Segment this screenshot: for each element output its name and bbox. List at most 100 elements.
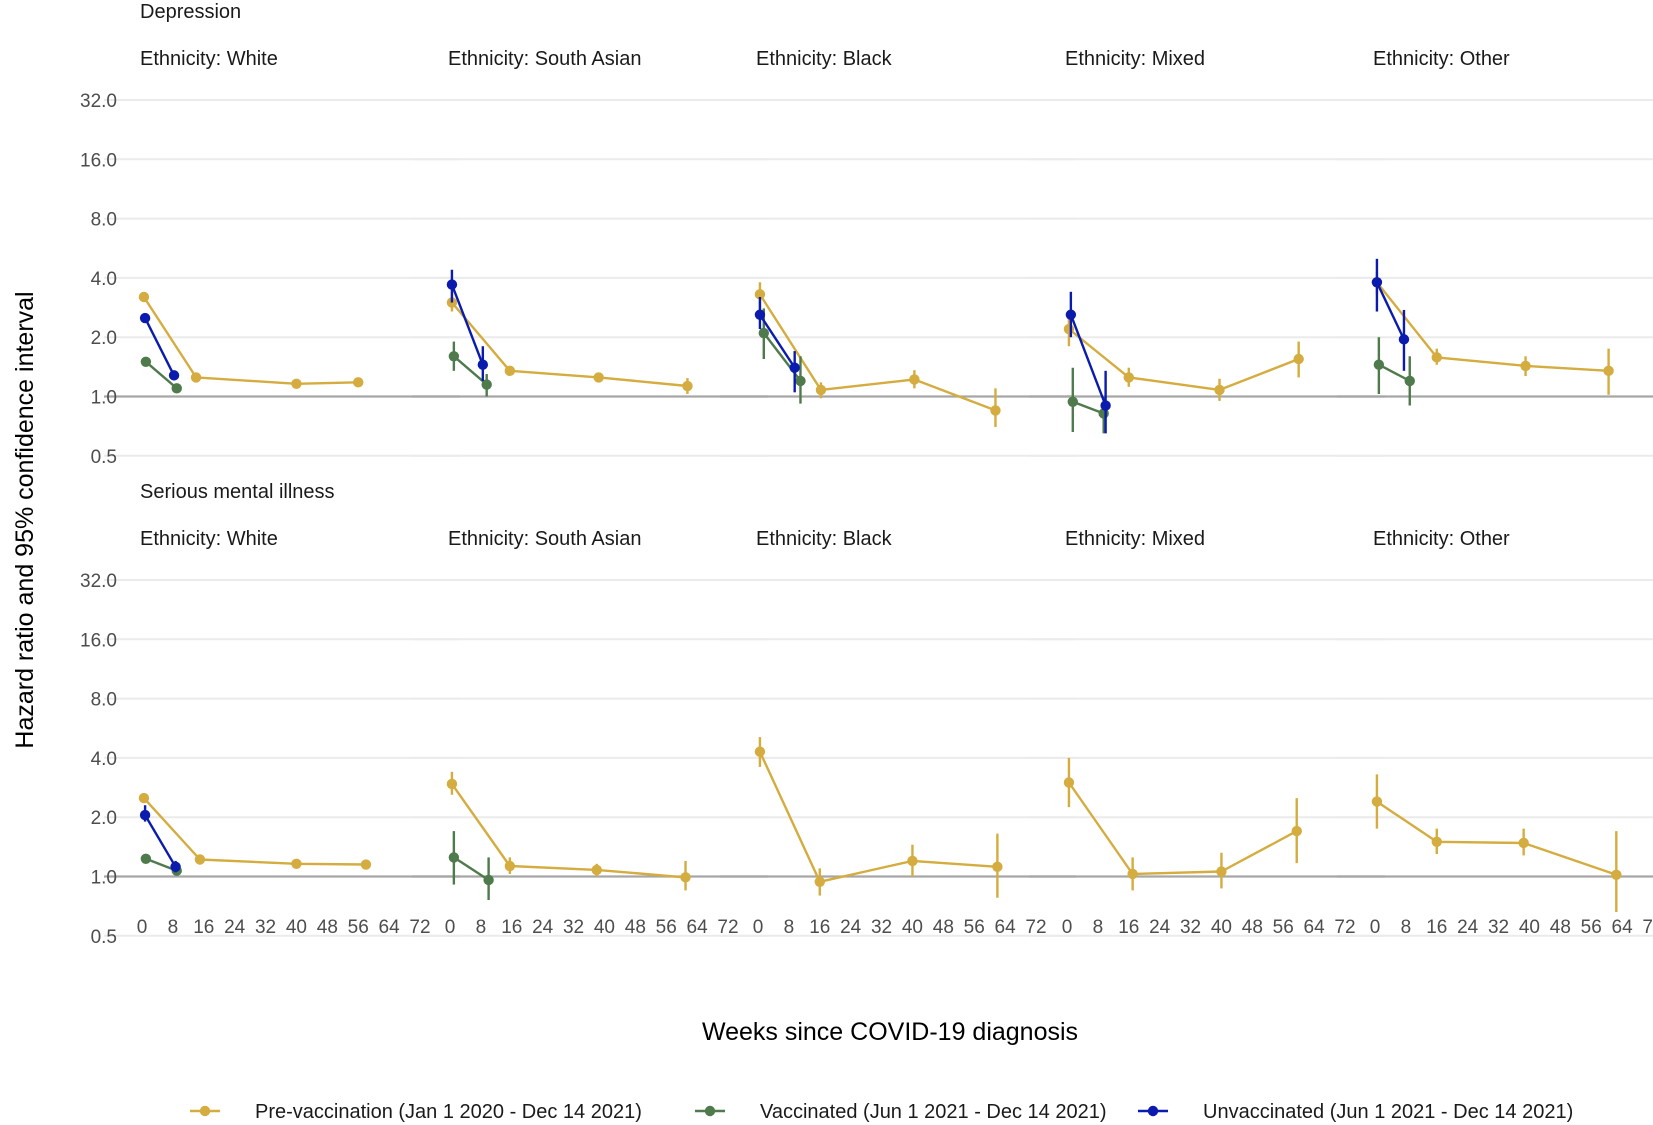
x-tick-label: 8 — [1093, 917, 1104, 938]
strip-label: Ethnicity: Mixed — [1065, 528, 1205, 550]
x-tick-label: 40 — [286, 917, 307, 938]
x-tick-label: 0 — [1062, 917, 1073, 938]
x-tick-label: 0 — [445, 917, 456, 938]
y-tick-label: 32.0 — [80, 91, 117, 112]
series-line — [453, 355, 488, 386]
data-point — [1518, 837, 1529, 849]
x-tick-label: 72 — [1025, 917, 1046, 938]
data-point — [481, 379, 492, 390]
y-tick-label: 2.0 — [91, 328, 117, 349]
series-unvaccinated — [446, 269, 489, 381]
series-line — [758, 751, 998, 883]
series-pre-vaccination — [754, 737, 1003, 898]
legend-item: Pre-vaccination (Jan 1 2020 - Dec 14 202… — [190, 1101, 642, 1123]
legend-label: Pre-vaccination (Jan 1 2020 - Dec 14 202… — [255, 1101, 642, 1123]
series-line — [1069, 314, 1107, 406]
data-point — [754, 309, 766, 320]
data-point — [353, 377, 364, 388]
series-pre-vaccination — [138, 792, 372, 870]
series-line — [450, 783, 686, 879]
series-vaccinated — [140, 356, 182, 394]
x-tick-label: 64 — [1304, 917, 1326, 938]
series-line — [1375, 281, 1406, 340]
data-point — [504, 365, 516, 377]
series-unvaccinated — [1371, 258, 1410, 371]
data-point — [1371, 796, 1383, 807]
x-tick-label: 32 — [1488, 917, 1509, 938]
data-point — [170, 861, 181, 873]
x-tick-label: 0 — [753, 917, 764, 938]
series-line — [453, 856, 490, 882]
y-tick-label: 8.0 — [91, 690, 117, 711]
data-point — [1065, 309, 1077, 320]
data-point — [1127, 868, 1138, 880]
series-unvaccinated — [754, 296, 800, 393]
x-tick-label: 72 — [1334, 917, 1355, 938]
y-tick-label: 4.0 — [91, 749, 117, 770]
x-tick-label: 48 — [317, 917, 338, 938]
x-tick-label: 24 — [1149, 917, 1171, 938]
data-point — [682, 380, 693, 392]
data-point — [140, 356, 152, 368]
data-point — [140, 853, 152, 864]
y-tick-label: 4.0 — [91, 269, 117, 290]
facet-panel: Ethnicity: Other 08 16 24 32 40 48 56 64 72 — [1337, 528, 1653, 938]
y-tick-label: 2.0 — [91, 808, 117, 829]
x-tick-label: 56 — [656, 917, 677, 938]
series-pre-vaccination — [1063, 757, 1302, 891]
data-point — [1431, 836, 1442, 848]
series-line — [758, 314, 796, 369]
series-line — [1376, 800, 1617, 876]
data-point — [483, 874, 494, 886]
x-tick-label: 32 — [1180, 917, 1201, 938]
data-point — [593, 372, 604, 383]
strip-label: Ethnicity: Mixed — [1065, 48, 1205, 70]
legend-key-point — [199, 1105, 211, 1117]
legend: Pre-vaccination (Jan 1 2020 - Dec 14 202… — [190, 1101, 1573, 1123]
data-point — [1067, 396, 1078, 407]
data-point — [990, 405, 1001, 416]
strip-label: Ethnicity: Black — [756, 528, 893, 550]
data-point — [1371, 277, 1383, 288]
data-point — [1214, 384, 1225, 396]
x-tick-label: 24 — [840, 917, 862, 938]
data-point — [168, 370, 180, 381]
x-tick-label: 72 — [409, 917, 430, 938]
series-line — [1068, 328, 1300, 392]
series-line — [144, 317, 176, 376]
x-tick-label: 24 — [224, 917, 246, 938]
data-point — [795, 375, 806, 387]
x-tick-label: 56 — [1273, 917, 1294, 938]
series-line — [758, 293, 996, 412]
data-point — [1100, 400, 1111, 411]
facet-panel: Ethnicity: Other — [1337, 48, 1653, 457]
data-point — [754, 746, 766, 757]
data-point — [171, 383, 182, 394]
x-tick-label: 40 — [1211, 917, 1232, 938]
facet-rows: Depression Ethnicity: White Ethnicity: Sou… — [80, 1, 1653, 948]
data-point — [139, 312, 151, 324]
facet-panel: Ethnicity: Black — [720, 48, 1076, 457]
data-point — [139, 809, 151, 821]
series-line — [144, 814, 177, 868]
y-tick-label: 1.0 — [91, 388, 117, 409]
y-tick-label: 8.0 — [91, 210, 117, 231]
series-unvaccinated — [139, 805, 181, 873]
legend-label: Unvaccinated (Jun 1 2021 - Dec 14 2021) — [1203, 1101, 1573, 1123]
data-point — [1520, 360, 1531, 372]
y-axis-title: Hazard ratio and 95% confidence interval — [11, 291, 39, 748]
x-tick-label: 8 — [784, 917, 795, 938]
data-point — [194, 854, 206, 865]
series-line — [143, 797, 366, 866]
facet-panel: Ethnicity: South Asian — [412, 48, 768, 457]
series-line — [1072, 400, 1105, 415]
data-point — [591, 864, 602, 876]
data-point — [446, 279, 458, 290]
x-tick-label: 16 — [1426, 917, 1447, 938]
data-point — [477, 359, 489, 370]
data-point — [1063, 323, 1075, 335]
x-tick-label: 40 — [594, 917, 615, 938]
